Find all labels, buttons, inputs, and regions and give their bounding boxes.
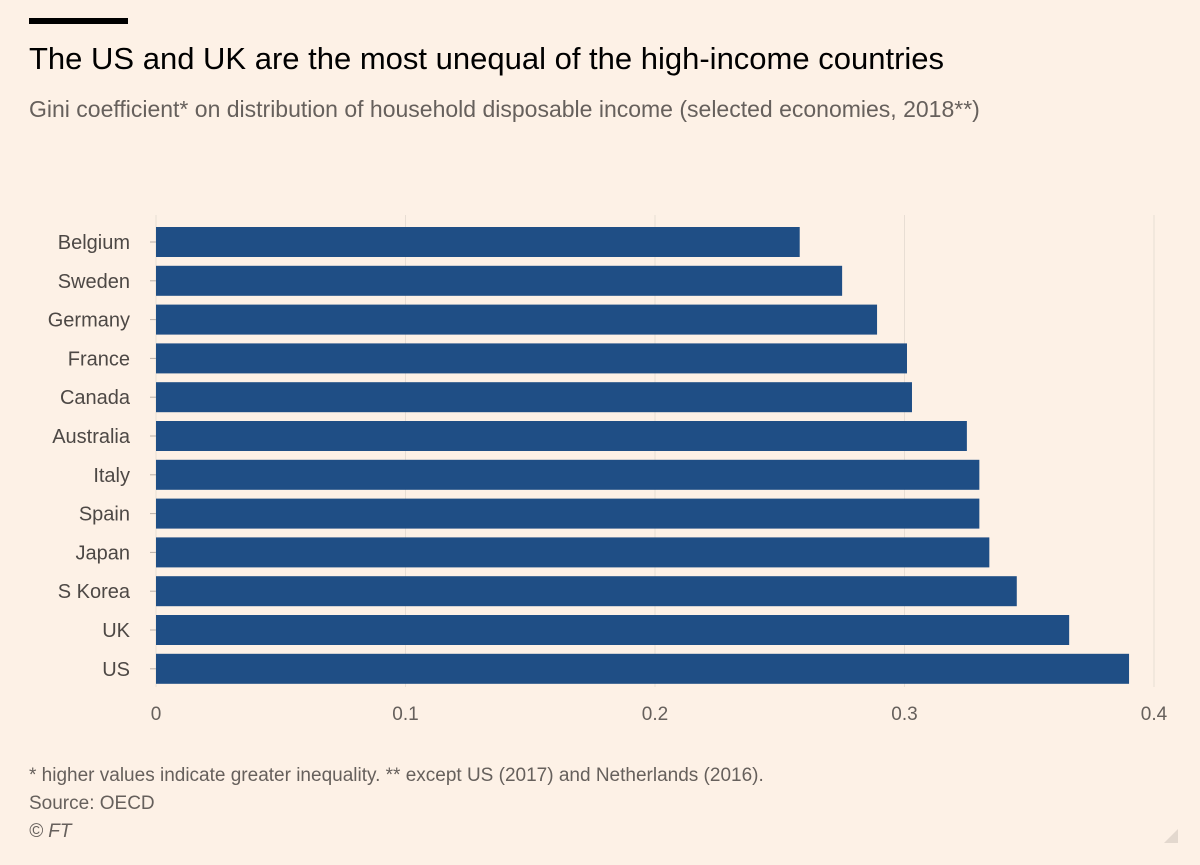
bar bbox=[156, 421, 967, 451]
x-tick-label: 0 bbox=[151, 704, 162, 725]
y-category-label: Japan bbox=[76, 542, 131, 564]
bar bbox=[156, 343, 907, 374]
bar bbox=[156, 227, 800, 257]
y-category-label: Canada bbox=[60, 387, 131, 409]
header-accent-rule bbox=[29, 18, 128, 24]
bar-chart: 0 0.1 0.2 0.3 0.4 Belgium Sweden Germany France C… bbox=[48, 215, 1168, 725]
bar bbox=[156, 459, 980, 490]
y-category-label: S Korea bbox=[58, 581, 131, 603]
bar bbox=[156, 382, 912, 413]
x-tick-label: 0.4 bbox=[1141, 704, 1168, 725]
y-category-label: France bbox=[68, 348, 130, 370]
y-category-label: Spain bbox=[79, 504, 130, 526]
x-tick-label: 0.3 bbox=[891, 704, 917, 725]
y-category-label: Belgium bbox=[58, 232, 130, 254]
chart-subtitle: Gini coefficient* on distribution of hou… bbox=[29, 96, 980, 122]
y-category-label: UK bbox=[102, 620, 130, 642]
y-category-label: Italy bbox=[93, 465, 130, 487]
y-category-label: Germany bbox=[48, 310, 130, 332]
source-note: Source: OECD bbox=[29, 793, 155, 814]
chart-title: The US and UK are the most unequal of th… bbox=[29, 41, 945, 76]
y-category-label: US bbox=[102, 659, 130, 681]
bar bbox=[156, 304, 878, 335]
resize-grip-icon bbox=[1164, 829, 1178, 843]
y-category-label: Sweden bbox=[58, 271, 130, 293]
bar bbox=[156, 265, 843, 296]
bar bbox=[156, 615, 1070, 645]
bar bbox=[156, 537, 990, 568]
y-category-label: Australia bbox=[52, 426, 131, 448]
bar bbox=[156, 653, 1130, 684]
ft-credit: © FT bbox=[29, 821, 72, 842]
x-tick-label: 0.2 bbox=[642, 704, 668, 725]
footnote: * higher values indicate greater inequal… bbox=[29, 765, 764, 786]
bar bbox=[156, 498, 980, 529]
bar bbox=[156, 576, 1017, 607]
x-tick-label: 0.1 bbox=[392, 704, 418, 725]
